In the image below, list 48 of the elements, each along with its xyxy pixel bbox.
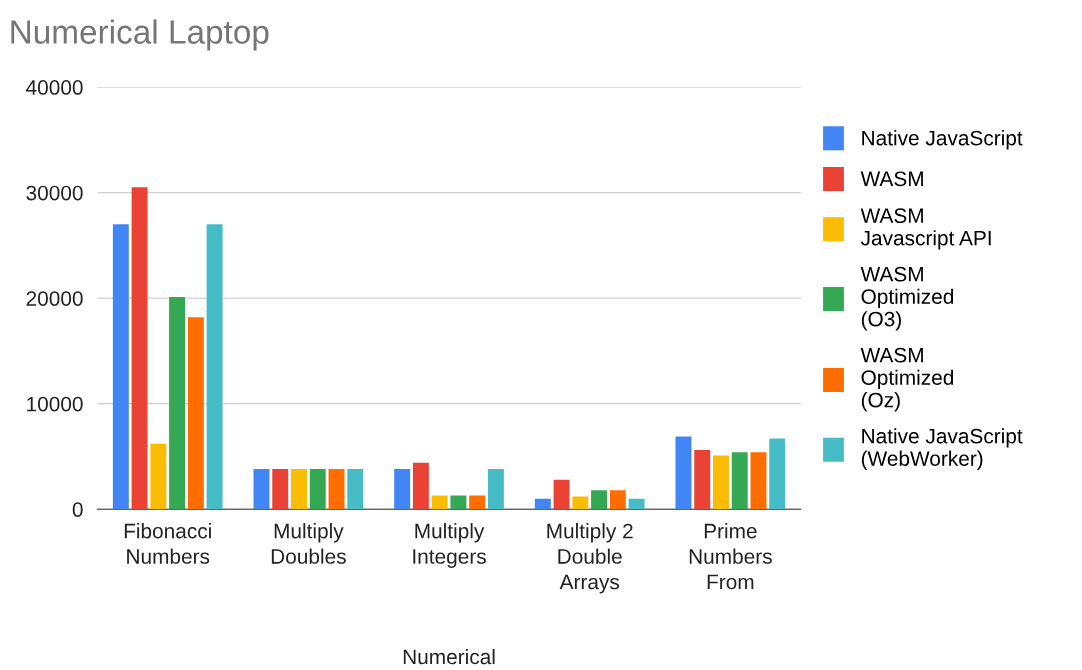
legend-label: Native JavaScript xyxy=(862,130,1023,150)
bar xyxy=(291,469,307,510)
bar xyxy=(112,224,129,510)
bar xyxy=(713,455,729,510)
bar xyxy=(750,452,767,510)
y-tick-label: 10000 xyxy=(27,396,83,412)
y-tick-label: 40000 xyxy=(26,80,83,95)
x-tick-label: Multiply Doubles xyxy=(271,523,346,564)
x-tick-label: Multiply Integers xyxy=(413,523,486,568)
bar xyxy=(169,297,186,510)
bar xyxy=(206,224,223,510)
legend-label: WASM Optimized (O3) xyxy=(860,266,954,331)
bar xyxy=(412,462,429,510)
bar xyxy=(328,469,345,510)
bar xyxy=(309,469,326,510)
y-tick-label: 0 xyxy=(72,502,83,517)
x-axis-title: Numerical xyxy=(403,648,495,665)
bar xyxy=(694,450,711,510)
bar xyxy=(675,436,692,510)
bar xyxy=(347,469,364,510)
y-tick-label: 30000 xyxy=(26,185,83,201)
bar xyxy=(534,498,551,510)
bar xyxy=(628,498,645,510)
x-tick-label: Multiply 2 Double Arrays xyxy=(547,523,633,594)
legend-label: WASM Optimized (Oz) xyxy=(860,347,954,412)
bar xyxy=(131,187,148,510)
bar xyxy=(572,496,589,510)
x-tick-label: Prime Numbers From xyxy=(689,523,772,590)
bar xyxy=(487,469,504,510)
bar xyxy=(394,469,411,510)
bar xyxy=(272,469,289,510)
bar xyxy=(769,438,786,510)
bar xyxy=(187,317,204,510)
bar xyxy=(150,443,167,510)
x-tick-label: Fibonacci Numbers xyxy=(124,523,211,564)
bar xyxy=(450,495,467,510)
bar xyxy=(609,490,626,510)
bar xyxy=(553,479,570,510)
chart-title: Numerical Laptop xyxy=(11,19,269,51)
bar xyxy=(731,452,748,510)
bar xyxy=(591,490,608,510)
bar xyxy=(469,495,486,510)
bar xyxy=(253,469,270,510)
legend-label: WASM Javascript API xyxy=(860,208,991,250)
y-tick-label: 20000 xyxy=(26,291,83,306)
bar xyxy=(431,495,448,510)
legend-label: Native JavaScript (WebWorker) xyxy=(861,428,1023,471)
legend-label: WASM xyxy=(860,171,923,187)
